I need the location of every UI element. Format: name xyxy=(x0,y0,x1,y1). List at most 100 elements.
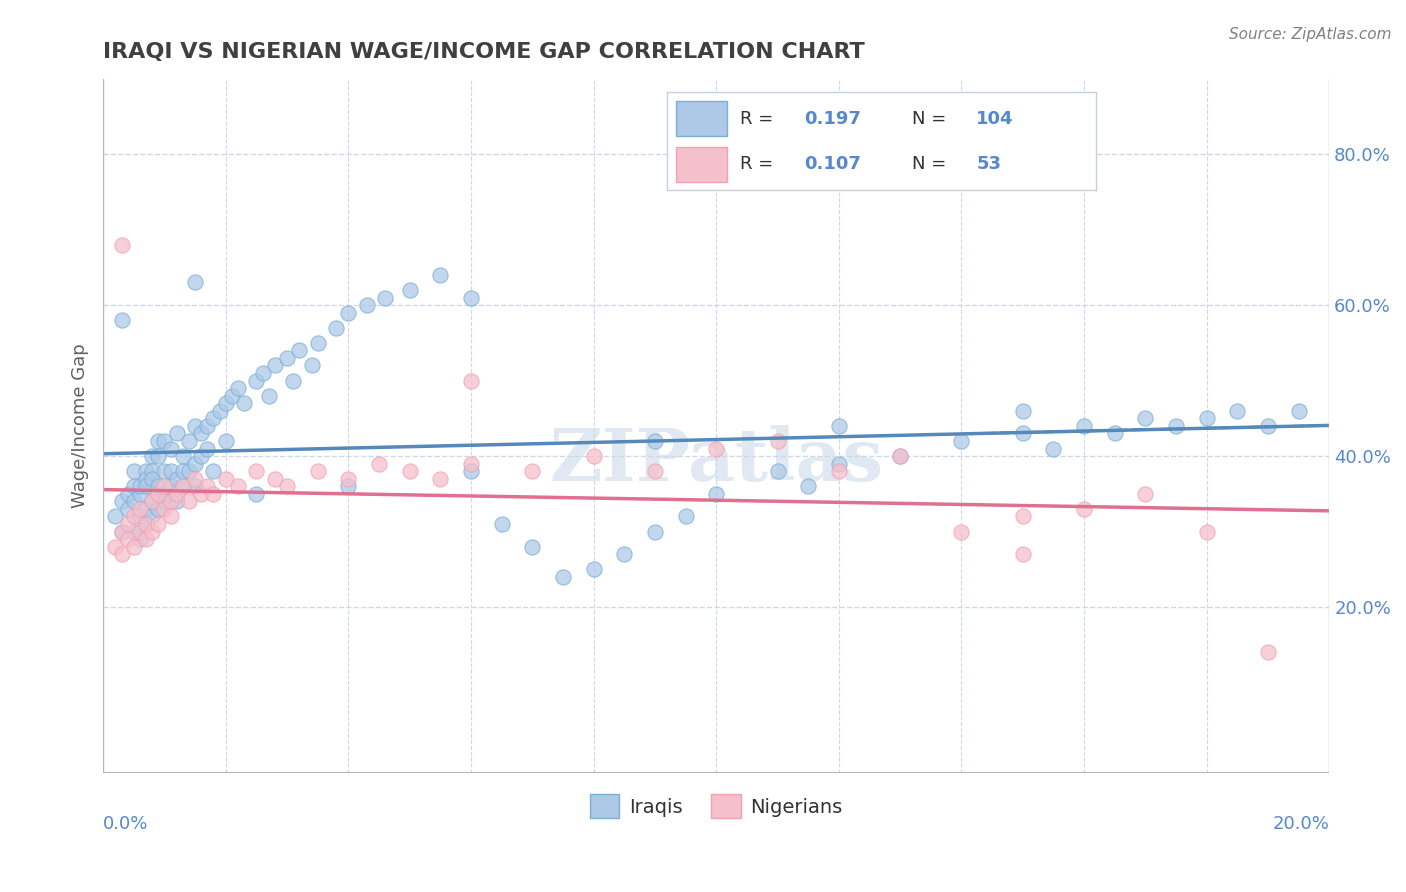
Iraqis xyxy=(797,479,820,493)
Nigerians xyxy=(263,472,285,486)
Nigerians xyxy=(398,464,420,478)
Nigerians xyxy=(337,472,360,486)
Iraqis xyxy=(177,464,200,478)
Y-axis label: Wage/Income Gap: Wage/Income Gap xyxy=(72,343,89,508)
Iraqis xyxy=(226,381,249,395)
Iraqis xyxy=(245,374,267,388)
Iraqis xyxy=(613,547,636,561)
Nigerians xyxy=(148,487,170,501)
Iraqis xyxy=(889,449,911,463)
Iraqis xyxy=(276,351,298,365)
Nigerians xyxy=(141,524,163,539)
Iraqis xyxy=(141,464,163,478)
Nigerians xyxy=(135,516,157,531)
Iraqis xyxy=(148,479,170,493)
Iraqis xyxy=(950,434,973,448)
Iraqis xyxy=(166,426,188,441)
Iraqis xyxy=(1011,404,1033,418)
Iraqis xyxy=(104,509,127,524)
Nigerians xyxy=(195,479,218,493)
Nigerians xyxy=(148,516,170,531)
Iraqis xyxy=(208,404,231,418)
Iraqis xyxy=(1104,426,1126,441)
Nigerians xyxy=(1073,502,1095,516)
Iraqis xyxy=(374,291,396,305)
Iraqis xyxy=(325,320,347,334)
Nigerians xyxy=(1011,509,1033,524)
Text: 20.0%: 20.0% xyxy=(1272,815,1329,833)
Iraqis xyxy=(122,494,145,508)
Iraqis xyxy=(202,464,225,478)
Iraqis xyxy=(522,540,544,554)
Iraqis xyxy=(233,396,256,410)
Iraqis xyxy=(1011,426,1033,441)
Iraqis xyxy=(172,464,194,478)
Iraqis xyxy=(117,502,139,516)
Nigerians xyxy=(159,509,181,524)
Iraqis xyxy=(141,494,163,508)
Iraqis xyxy=(141,472,163,486)
Iraqis xyxy=(122,479,145,493)
Iraqis xyxy=(166,494,188,508)
Nigerians xyxy=(245,464,267,478)
Iraqis xyxy=(153,434,176,448)
Iraqis xyxy=(148,449,170,463)
Nigerians xyxy=(129,502,152,516)
Iraqis xyxy=(215,434,238,448)
Nigerians xyxy=(950,524,973,539)
Iraqis xyxy=(245,487,267,501)
Iraqis xyxy=(166,472,188,486)
Iraqis xyxy=(172,449,194,463)
Iraqis xyxy=(148,434,170,448)
Nigerians xyxy=(110,547,132,561)
Nigerians xyxy=(226,479,249,493)
Iraqis xyxy=(551,570,574,584)
Iraqis xyxy=(135,464,157,478)
Nigerians xyxy=(110,524,132,539)
Nigerians xyxy=(522,464,544,478)
Legend: Iraqis, Nigerians: Iraqis, Nigerians xyxy=(582,787,851,826)
Iraqis xyxy=(110,313,132,327)
Nigerians xyxy=(1135,487,1157,501)
Iraqis xyxy=(460,464,482,478)
Iraqis xyxy=(129,487,152,501)
Iraqis xyxy=(215,396,238,410)
Iraqis xyxy=(1195,411,1218,425)
Iraqis xyxy=(1135,411,1157,425)
Iraqis xyxy=(202,411,225,425)
Nigerians xyxy=(202,487,225,501)
Nigerians xyxy=(1257,645,1279,659)
Iraqis xyxy=(172,479,194,493)
Iraqis xyxy=(582,562,605,576)
Nigerians xyxy=(177,494,200,508)
Nigerians xyxy=(135,532,157,546)
Iraqis xyxy=(460,291,482,305)
Iraqis xyxy=(356,298,378,312)
Iraqis xyxy=(129,532,152,546)
Text: Source: ZipAtlas.com: Source: ZipAtlas.com xyxy=(1229,27,1392,42)
Nigerians xyxy=(644,464,666,478)
Iraqis xyxy=(828,457,851,471)
Iraqis xyxy=(184,457,207,471)
Text: 0.0%: 0.0% xyxy=(103,815,149,833)
Iraqis xyxy=(129,509,152,524)
Iraqis xyxy=(257,389,280,403)
Iraqis xyxy=(190,426,212,441)
Iraqis xyxy=(135,479,157,493)
Nigerians xyxy=(159,494,181,508)
Nigerians xyxy=(166,487,188,501)
Nigerians xyxy=(460,374,482,388)
Nigerians xyxy=(307,464,329,478)
Nigerians xyxy=(889,449,911,463)
Iraqis xyxy=(704,487,727,501)
Nigerians xyxy=(429,472,451,486)
Nigerians xyxy=(184,472,207,486)
Iraqis xyxy=(263,359,285,373)
Iraqis xyxy=(153,464,176,478)
Iraqis xyxy=(159,442,181,456)
Nigerians xyxy=(828,464,851,478)
Iraqis xyxy=(135,516,157,531)
Nigerians xyxy=(215,472,238,486)
Iraqis xyxy=(675,509,697,524)
Nigerians xyxy=(1195,524,1218,539)
